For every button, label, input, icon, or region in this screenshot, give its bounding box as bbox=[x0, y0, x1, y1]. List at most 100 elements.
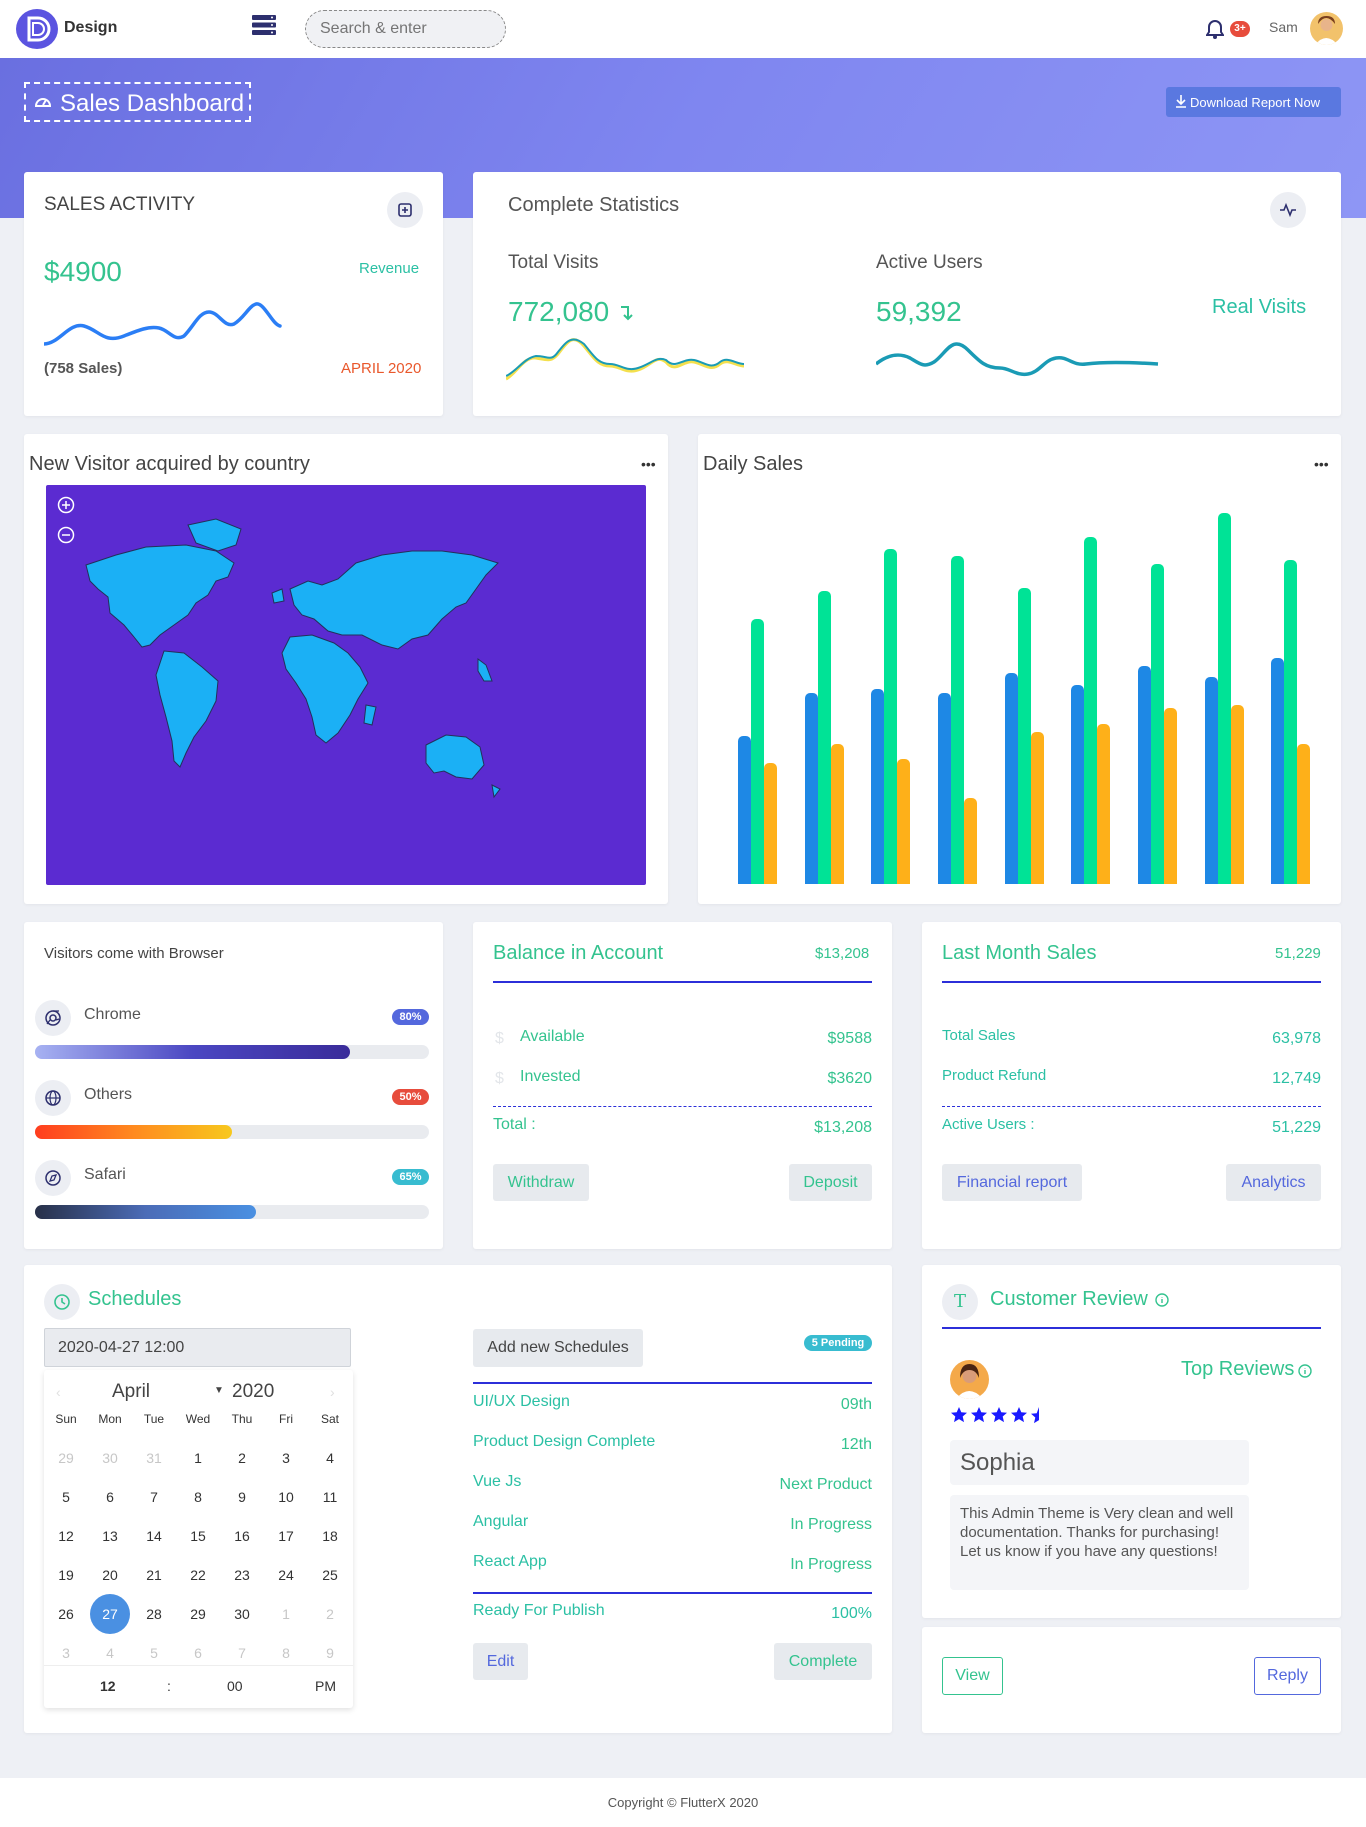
calendar-day[interactable]: 29 bbox=[190, 1606, 206, 1622]
daily-sales-bar[interactable] bbox=[1018, 588, 1031, 884]
schedule-item-name[interactable]: Angular bbox=[473, 1513, 529, 1530]
daily-sales-menu-icon[interactable]: ••• bbox=[1314, 456, 1329, 472]
calendar-day[interactable]: 8 bbox=[282, 1645, 290, 1661]
calendar-day[interactable]: 17 bbox=[278, 1528, 294, 1544]
calendar-day[interactable]: 1 bbox=[194, 1450, 202, 1466]
calendar-day[interactable]: 25 bbox=[322, 1567, 338, 1583]
top-reviews-label[interactable]: Top Reviews bbox=[1181, 1358, 1295, 1380]
daily-sales-bar[interactable] bbox=[1284, 560, 1297, 884]
zoom-in-icon[interactable] bbox=[57, 496, 75, 514]
calendar-day[interactable]: 13 bbox=[102, 1528, 118, 1544]
calendar-day[interactable]: 31 bbox=[146, 1450, 162, 1466]
view-button[interactable]: View bbox=[942, 1657, 1003, 1695]
add-schedule-button[interactable]: Add new Schedules bbox=[473, 1329, 643, 1367]
daily-sales-bar[interactable] bbox=[1138, 666, 1151, 884]
withdraw-button[interactable]: Withdraw bbox=[493, 1164, 589, 1201]
daily-sales-bar[interactable] bbox=[1297, 744, 1310, 884]
calendar-day[interactable]: 2 bbox=[238, 1450, 246, 1466]
calendar-day[interactable]: 1 bbox=[282, 1606, 290, 1622]
analytics-button[interactable]: Analytics bbox=[1226, 1164, 1321, 1201]
daily-sales-bar[interactable] bbox=[938, 693, 951, 884]
schedule-item-name[interactable]: UI/UX Design bbox=[473, 1393, 570, 1410]
schedule-item-name[interactable]: Vue Js bbox=[473, 1473, 522, 1490]
deposit-button[interactable]: Deposit bbox=[789, 1164, 872, 1201]
calendar-day[interactable]: 4 bbox=[326, 1450, 334, 1466]
daily-sales-bar[interactable] bbox=[884, 549, 897, 884]
daily-sales-bar[interactable] bbox=[1231, 705, 1244, 884]
calendar-day[interactable]: 7 bbox=[238, 1645, 246, 1661]
calendar-day[interactable]: 4 bbox=[106, 1645, 114, 1661]
world-map[interactable] bbox=[46, 485, 646, 885]
logo-icon[interactable] bbox=[16, 9, 58, 49]
calendar-day[interactable]: 5 bbox=[62, 1489, 70, 1505]
ampm-toggle[interactable]: PM bbox=[315, 1678, 336, 1694]
daily-sales-bar[interactable] bbox=[751, 619, 764, 884]
calendar-day[interactable]: 28 bbox=[146, 1606, 162, 1622]
daily-sales-bar[interactable] bbox=[951, 556, 964, 884]
calendar-day[interactable]: 2 bbox=[326, 1606, 334, 1622]
prev-month-icon[interactable]: ‹ bbox=[56, 1384, 61, 1400]
daily-sales-bar[interactable] bbox=[871, 689, 884, 884]
daily-sales-bar[interactable] bbox=[738, 736, 751, 884]
month-dropdown-icon[interactable]: ▼ bbox=[214, 1385, 224, 1396]
calendar-day[interactable]: 21 bbox=[146, 1567, 162, 1583]
daily-sales-bar[interactable] bbox=[1031, 732, 1044, 884]
user-avatar[interactable] bbox=[1310, 12, 1343, 45]
zoom-out-icon[interactable] bbox=[57, 526, 75, 544]
calendar-day[interactable]: 15 bbox=[190, 1528, 206, 1544]
calendar-day[interactable]: 22 bbox=[190, 1567, 206, 1583]
datetime-input[interactable] bbox=[44, 1328, 351, 1367]
calendar-day[interactable]: 8 bbox=[194, 1489, 202, 1505]
daily-sales-bar[interactable] bbox=[897, 759, 910, 884]
daily-sales-bar[interactable] bbox=[1205, 677, 1218, 884]
calendar-day[interactable]: 6 bbox=[194, 1645, 202, 1661]
daily-sales-bar[interactable] bbox=[964, 798, 977, 884]
daily-sales-bar[interactable] bbox=[764, 763, 777, 884]
complete-button[interactable]: Complete bbox=[774, 1643, 872, 1680]
daily-sales-bar[interactable] bbox=[1271, 658, 1284, 884]
daily-sales-bar[interactable] bbox=[1005, 673, 1018, 884]
schedule-item-name[interactable]: Product Design Complete bbox=[473, 1433, 656, 1450]
calendar-day[interactable]: 7 bbox=[150, 1489, 158, 1505]
calendar-month[interactable]: April bbox=[112, 1381, 151, 1402]
add-square-icon[interactable] bbox=[387, 192, 423, 228]
download-report-button[interactable]: Download Report Now bbox=[1166, 87, 1341, 117]
calendar-day[interactable]: 23 bbox=[234, 1567, 250, 1583]
calendar-day[interactable]: 20 bbox=[102, 1567, 118, 1583]
calendar-day[interactable]: 10 bbox=[278, 1489, 294, 1505]
bell-icon[interactable] bbox=[1205, 19, 1225, 39]
calendar-day[interactable]: 14 bbox=[146, 1528, 162, 1544]
calendar-day[interactable]: 6 bbox=[106, 1489, 114, 1505]
edit-button[interactable]: Edit bbox=[473, 1643, 528, 1680]
calendar-day[interactable]: 5 bbox=[150, 1645, 158, 1661]
daily-sales-bar[interactable] bbox=[1097, 724, 1110, 884]
daily-sales-bar[interactable] bbox=[1151, 564, 1164, 884]
real-visits-label[interactable]: Real Visits bbox=[1212, 296, 1307, 318]
calendar-day[interactable]: 30 bbox=[234, 1606, 250, 1622]
calendar-day[interactable]: 16 bbox=[234, 1528, 250, 1544]
daily-sales-bar[interactable] bbox=[1164, 708, 1177, 884]
calendar-day[interactable]: 11 bbox=[322, 1489, 338, 1505]
calendar-day[interactable]: 12 bbox=[58, 1528, 74, 1544]
daily-sales-bar[interactable] bbox=[805, 693, 818, 884]
daily-sales-bar[interactable] bbox=[818, 591, 831, 884]
daily-sales-bar[interactable] bbox=[831, 744, 844, 884]
minute-input[interactable]: 00 bbox=[227, 1678, 243, 1694]
daily-sales-bar[interactable] bbox=[1218, 513, 1231, 884]
financial-report-button[interactable]: Financial report bbox=[942, 1164, 1082, 1201]
user-name[interactable]: Sam bbox=[1269, 19, 1298, 35]
calendar-day[interactable]: 24 bbox=[278, 1567, 294, 1583]
visitor-map-menu-icon[interactable]: ••• bbox=[641, 456, 656, 472]
daily-sales-bar[interactable] bbox=[1084, 537, 1097, 884]
calendar-day[interactable]: 26 bbox=[58, 1606, 74, 1622]
calendar-day[interactable]: 18 bbox=[322, 1528, 338, 1544]
calendar-day[interactable]: 9 bbox=[326, 1645, 334, 1661]
activity-icon[interactable] bbox=[1270, 192, 1306, 228]
calendar-day[interactable]: 29 bbox=[58, 1450, 74, 1466]
calendar-day-selected[interactable]: 27 bbox=[90, 1594, 130, 1634]
reply-button[interactable]: Reply bbox=[1254, 1657, 1321, 1695]
schedule-item-name[interactable]: React App bbox=[473, 1553, 547, 1570]
daily-sales-bar[interactable] bbox=[1071, 685, 1084, 884]
calendar-year[interactable]: 2020 bbox=[232, 1381, 275, 1402]
calendar-day[interactable]: 30 bbox=[102, 1450, 118, 1466]
